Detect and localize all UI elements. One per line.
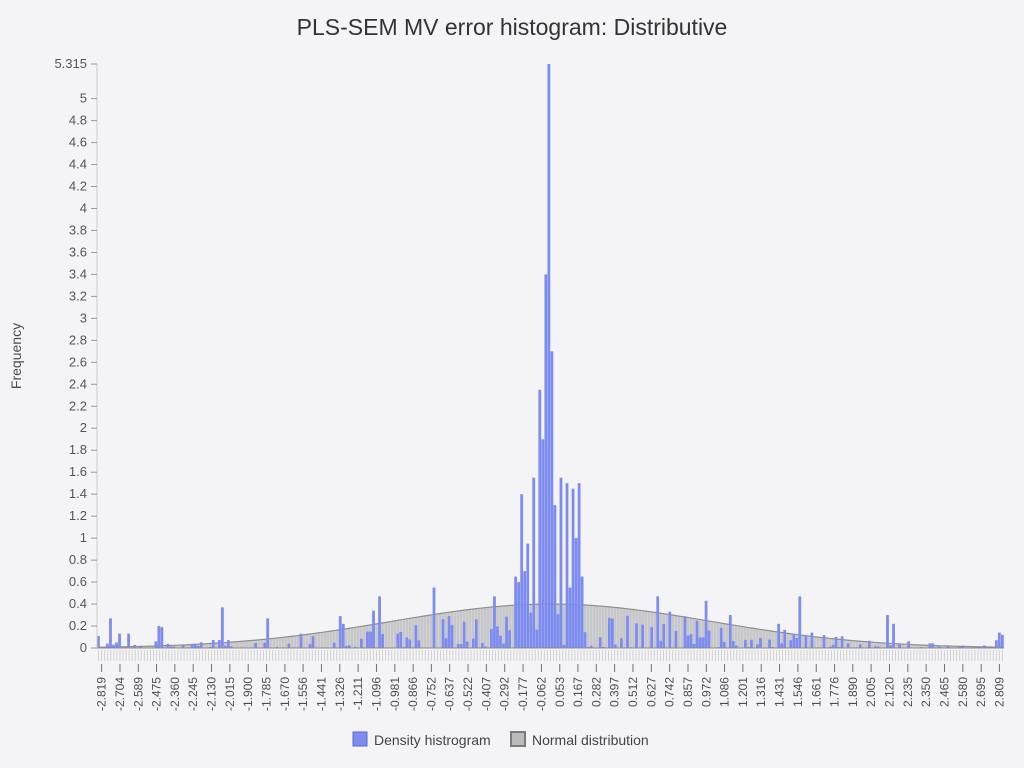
svg-text:2.6: 2.6: [69, 354, 87, 369]
svg-text:-0.866: -0.866: [406, 677, 420, 711]
svg-text:2.580: 2.580: [956, 677, 970, 707]
svg-text:0.972: 0.972: [699, 677, 713, 707]
svg-text:-1.096: -1.096: [369, 677, 383, 711]
svg-text:0.053: 0.053: [553, 677, 567, 707]
svg-text:-0.407: -0.407: [479, 677, 493, 711]
svg-text:2.4: 2.4: [69, 376, 87, 391]
svg-text:0.2: 0.2: [69, 618, 87, 633]
svg-text:1: 1: [80, 530, 87, 545]
svg-text:3.6: 3.6: [69, 244, 87, 259]
svg-text:4: 4: [80, 200, 87, 215]
svg-text:2.2: 2.2: [69, 398, 87, 413]
svg-text:4.8: 4.8: [69, 113, 87, 128]
svg-text:3.2: 3.2: [69, 288, 87, 303]
svg-text:0.857: 0.857: [681, 677, 695, 707]
svg-text:-1.211: -1.211: [351, 677, 365, 710]
svg-text:1.086: 1.086: [718, 677, 732, 707]
svg-text:-2.015: -2.015: [223, 677, 237, 711]
svg-text:2.465: 2.465: [938, 677, 952, 707]
svg-text:1.890: 1.890: [846, 677, 860, 707]
svg-text:-2.819: -2.819: [95, 677, 109, 711]
svg-text:0.167: 0.167: [571, 677, 585, 707]
svg-text:-0.062: -0.062: [534, 677, 548, 711]
svg-text:-1.785: -1.785: [260, 677, 274, 711]
svg-text:1.316: 1.316: [754, 677, 768, 707]
svg-text:5.315: 5.315: [54, 56, 87, 71]
svg-text:-0.637: -0.637: [443, 677, 457, 711]
svg-text:5: 5: [80, 91, 87, 106]
svg-text:1.661: 1.661: [809, 677, 823, 707]
svg-text:-0.752: -0.752: [424, 677, 438, 711]
svg-text:2.235: 2.235: [901, 677, 915, 707]
svg-text:0.627: 0.627: [644, 677, 658, 707]
svg-text:0.6: 0.6: [69, 574, 87, 589]
svg-text:3.4: 3.4: [69, 266, 87, 281]
svg-text:1.8: 1.8: [69, 442, 87, 457]
svg-text:1.4: 1.4: [69, 486, 87, 501]
svg-text:0.397: 0.397: [608, 677, 622, 707]
svg-text:1.201: 1.201: [736, 677, 750, 707]
svg-text:4.6: 4.6: [69, 135, 87, 150]
svg-text:0: 0: [80, 640, 87, 655]
svg-text:-2.130: -2.130: [205, 677, 219, 711]
svg-text:2: 2: [80, 420, 87, 435]
svg-text:3: 3: [80, 310, 87, 325]
svg-text:Normal distribution: Normal distribution: [532, 732, 649, 748]
svg-text:0.742: 0.742: [663, 677, 677, 707]
svg-text:2.8: 2.8: [69, 332, 87, 347]
svg-text:0.512: 0.512: [626, 677, 640, 707]
svg-text:-1.326: -1.326: [333, 677, 347, 711]
svg-text:2.120: 2.120: [882, 677, 896, 707]
svg-text:4.2: 4.2: [69, 179, 87, 194]
svg-text:-0.522: -0.522: [461, 677, 475, 711]
svg-text:-2.360: -2.360: [168, 677, 182, 711]
svg-text:-1.670: -1.670: [278, 677, 292, 711]
svg-text:1.431: 1.431: [773, 677, 787, 707]
svg-text:2.695: 2.695: [974, 677, 988, 707]
svg-text:3.8: 3.8: [69, 222, 87, 237]
svg-text:Density histrogram: Density histrogram: [374, 732, 491, 748]
svg-text:0.4: 0.4: [69, 596, 87, 611]
svg-text:1.6: 1.6: [69, 464, 87, 479]
svg-text:0.282: 0.282: [589, 677, 603, 707]
svg-text:-1.441: -1.441: [314, 677, 328, 711]
svg-text:-2.475: -2.475: [149, 677, 163, 711]
svg-text:-2.704: -2.704: [113, 677, 127, 711]
svg-text:4.4: 4.4: [69, 157, 87, 172]
svg-text:-0.292: -0.292: [498, 677, 512, 711]
svg-text:1.776: 1.776: [828, 677, 842, 707]
svg-text:2.005: 2.005: [864, 677, 878, 707]
svg-text:-1.556: -1.556: [296, 677, 310, 711]
svg-text:-0.981: -0.981: [388, 677, 402, 711]
svg-text:-0.177: -0.177: [516, 677, 530, 711]
svg-text:-1.900: -1.900: [241, 677, 255, 711]
svg-text:1.546: 1.546: [791, 677, 805, 707]
svg-text:1.2: 1.2: [69, 508, 87, 523]
svg-text:-2.589: -2.589: [131, 677, 145, 711]
svg-text:Frequency: Frequency: [8, 323, 24, 389]
svg-text:2.809: 2.809: [992, 677, 1006, 707]
svg-text:-2.245: -2.245: [186, 677, 200, 711]
svg-text:2.350: 2.350: [919, 677, 933, 707]
svg-text:0.8: 0.8: [69, 552, 87, 567]
